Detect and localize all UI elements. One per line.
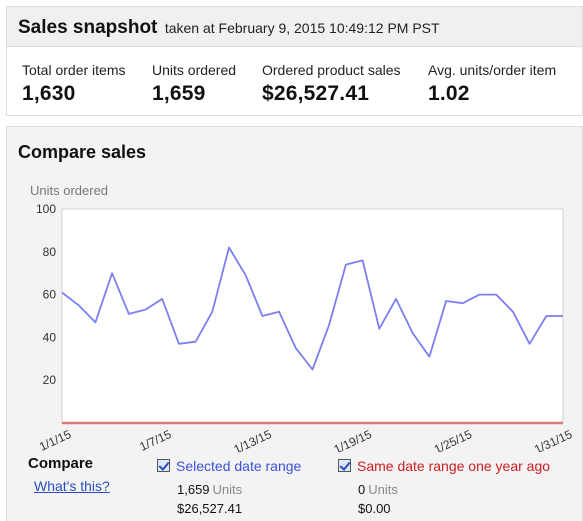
x-tick-label: 1/13/15 [231, 427, 273, 452]
snapshot-title: Sales snapshot [18, 17, 158, 38]
metric-value: 1,630 [22, 82, 76, 105]
last-year-range-checkbox[interactable] [338, 459, 351, 472]
x-tick-label: 1/1/15 [37, 427, 73, 452]
y-tick-label: 80 [43, 245, 57, 259]
selected-range-units: 1,659 [177, 482, 210, 497]
y-tick-label: 60 [43, 288, 57, 302]
compare-sales-panel: Compare sales Units ordered 20 40 60 80 100 1/… [6, 126, 583, 521]
snapshot-timestamp: taken at February 9, 2015 10:49:12 PM PS… [164, 20, 440, 36]
x-tick-label: 1/31/15 [532, 427, 574, 452]
metric-label: Ordered product sales [262, 62, 401, 78]
x-tick-label: 1/19/15 [332, 427, 374, 452]
selected-range-checkbox[interactable] [157, 459, 170, 472]
whats-this-link[interactable]: What's this? [34, 478, 110, 494]
metric-label: Total order items [22, 62, 126, 78]
y-axis-title: Units ordered [30, 183, 108, 198]
selected-range-units-label: Units [212, 482, 243, 497]
last-year-range-units-label: Units [368, 482, 398, 497]
metric-total-order-items: Total order items 1,630 [22, 62, 125, 106]
compare-sales-title: Compare sales [18, 142, 147, 162]
units-ordered-chart: Units ordered 20 40 60 80 100 1/1/15 1/7/15 1/13… [30, 183, 575, 452]
y-tick-label: 100 [36, 202, 56, 216]
metric-ordered-product-sales: Ordered product sales $26,527.41 [262, 62, 401, 106]
metrics-row: Total order items 1,630 Units ordered 1,… [6, 46, 583, 116]
metric-label: Avg. units/order item [428, 62, 557, 78]
last-year-range-label: Same date range one year ago [357, 458, 551, 474]
metric-label: Units ordered [152, 62, 237, 78]
x-tick-label: 1/7/15 [137, 427, 173, 452]
plot-area [61, 208, 564, 424]
last-year-range-legend: Same date range one year ago 0 Units $0.0… [338, 458, 550, 516]
selected-range-label: Selected date range [176, 458, 302, 474]
metric-units-ordered: Units ordered 1,659 [152, 62, 236, 106]
selected-range-legend: Selected date range 1,659 Units $26,527.4… [157, 458, 301, 516]
last-year-range-sales: $0.00 [358, 501, 391, 516]
metric-value: 1.02 [428, 82, 470, 105]
series-line-selected [61, 246, 563, 371]
metric-avg-units-per-order-item: Avg. units/order item 1.02 [428, 62, 556, 106]
x-tick-label: 1/25/15 [432, 427, 474, 452]
selected-range-sales: $26,527.41 [177, 501, 243, 516]
y-tick-label: 40 [43, 330, 57, 344]
y-tick-label: 20 [43, 373, 57, 387]
metric-value: $26,527.41 [262, 82, 370, 105]
metric-value: 1,659 [152, 82, 206, 105]
compare-label: Compare [28, 455, 94, 472]
snapshot-header: Sales snapshot taken at February 9, 2015… [6, 6, 583, 46]
last-year-range-units: 0 [358, 482, 366, 497]
